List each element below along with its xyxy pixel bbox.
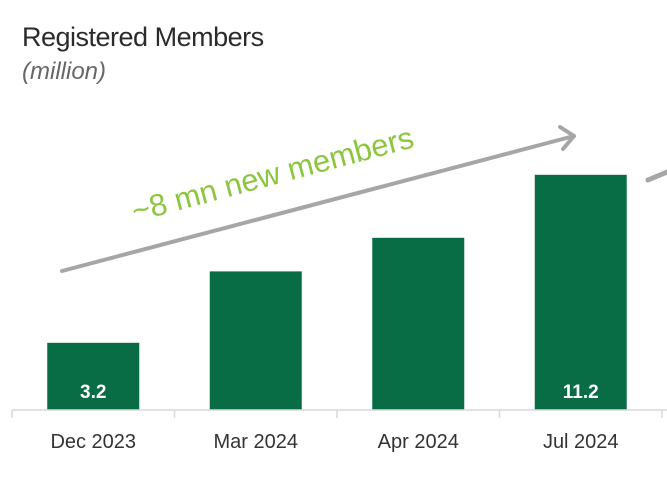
arrow-head-icon <box>558 125 576 151</box>
data-label: 11.2 <box>563 382 599 403</box>
data-label: 3.2 <box>80 382 106 403</box>
bar-jul-2024 <box>534 174 627 410</box>
category-labels: Dec 2023 Mar 2024 Apr 2024 Jul 2024 <box>50 431 618 453</box>
chart-subtitle: (million) <box>22 58 106 85</box>
category-label: Apr 2024 <box>378 431 459 453</box>
bar-mar-2024 <box>209 271 302 410</box>
category-label: Mar 2024 <box>214 431 299 453</box>
category-label: Dec 2023 <box>50 431 136 453</box>
category-label: Jul 2024 <box>543 431 619 453</box>
bar-apr-2024 <box>372 237 465 410</box>
x-ticks <box>11 410 663 418</box>
growth-arrow <box>60 125 576 273</box>
arrow-line-secondary <box>645 169 667 183</box>
bars-group: 3.2 11.2 <box>47 174 627 410</box>
arrow-line <box>60 134 576 273</box>
annotation-text: ~8 mn new members <box>128 120 417 229</box>
bar-dec-2023 <box>47 342 140 410</box>
chart-title: Registered Members <box>22 22 264 52</box>
